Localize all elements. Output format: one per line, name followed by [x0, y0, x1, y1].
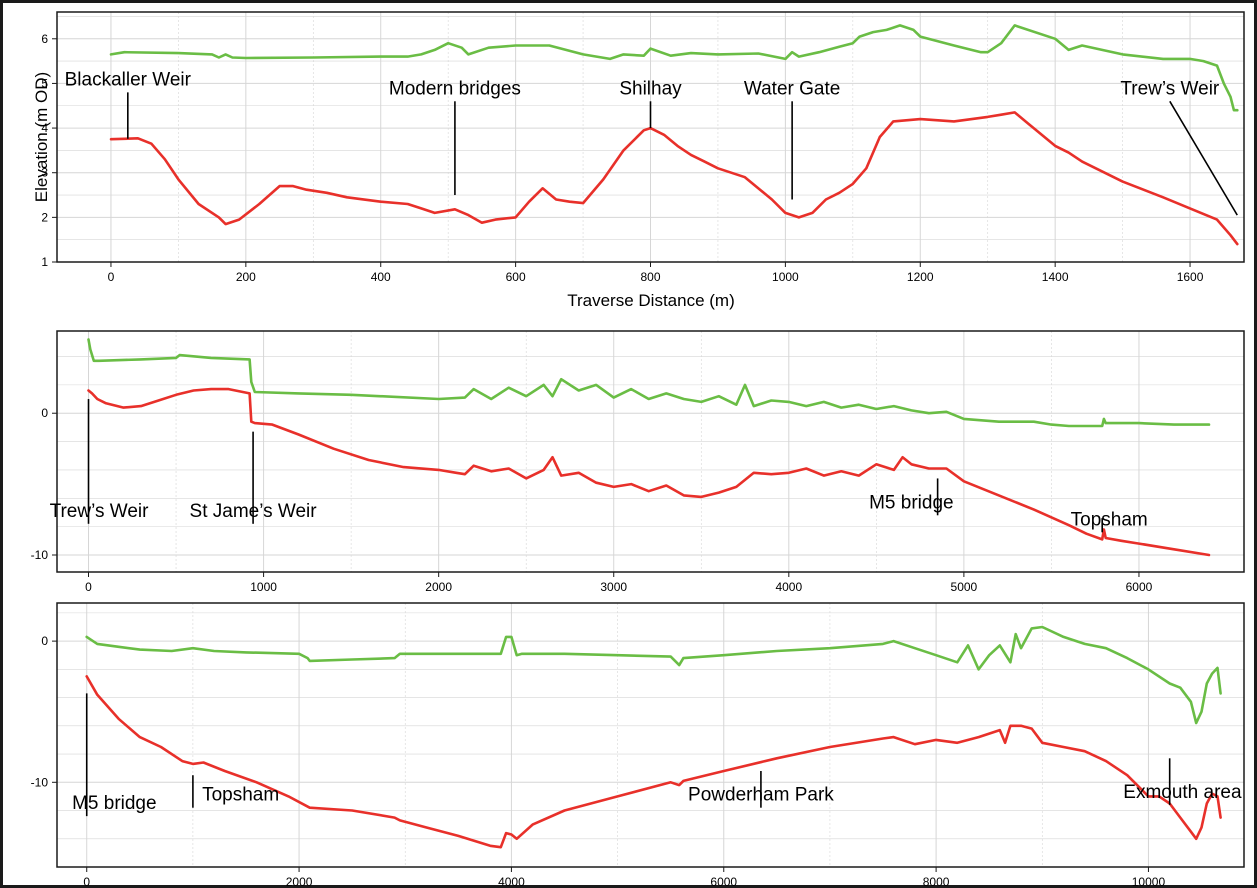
- x-tick-label-lower: 0: [83, 875, 90, 888]
- annotation-label-upper: Trew’s Weir: [1120, 78, 1220, 99]
- green-profile-line-middle: [87, 338, 1211, 428]
- y-tick-label-upper: 6: [41, 32, 48, 46]
- x-tick-label-middle: 6000: [1126, 580, 1153, 594]
- x-tick-label-upper: 1200: [907, 270, 934, 284]
- red-profile-line-lower: [85, 675, 1222, 849]
- panel-lower-traverse: 0 2000 4000 6000 8000 10000 -10 0 M5 bridge Tops…: [31, 602, 1245, 888]
- x-tick-label-middle: 2000: [425, 580, 452, 594]
- x-tick-label-middle: 1000: [250, 580, 277, 594]
- x-tick-label-upper: 200: [236, 270, 256, 284]
- x-tick-label-lower: 6000: [710, 875, 737, 888]
- x-axis-title: Traverse Distance (m): [567, 291, 735, 310]
- x-tick-label-upper: 0: [108, 270, 115, 284]
- x-tick-label-lower: 2000: [286, 875, 313, 888]
- annotation-leader-upper: [1169, 100, 1238, 216]
- x-tick-label-upper: 600: [506, 270, 526, 284]
- y-axis-title: Elevation (m OD): [32, 72, 51, 202]
- annotation-label-upper: Water Gate: [744, 78, 840, 99]
- x-tick-label-upper: 1400: [1042, 270, 1069, 284]
- y-tick-label-upper: 2: [41, 210, 48, 224]
- x-tick-label-lower: 4000: [498, 875, 525, 888]
- x-tick-label-lower: 10000: [1132, 875, 1166, 888]
- panel-middle-traverse: 0 1000 2000 3000 4000 5000 6000 -10 0 Trew’s Wei…: [31, 330, 1245, 594]
- annotation-label-lower: Exmouth area: [1123, 782, 1242, 803]
- annotation-label-upper: Modern bridges: [389, 78, 521, 99]
- annotation-label-middle: Trew’s Weir: [50, 501, 150, 522]
- y-tick-label-lower: 0: [41, 634, 48, 648]
- y-tick-label-middle: 0: [41, 406, 48, 420]
- red-profile-line-upper: [109, 111, 1239, 246]
- x-tick-label-upper: 400: [371, 270, 391, 284]
- x-tick-label-upper: 1600: [1177, 270, 1204, 284]
- y-tick-label-upper: 3: [41, 166, 48, 180]
- green-profile-line-lower: [85, 625, 1222, 725]
- annotation-label-upper: Shilhay: [619, 78, 682, 99]
- annotation-label-lower: M5 bridge: [72, 793, 157, 814]
- y-tick-label-middle: -10: [31, 548, 49, 562]
- annotation-label-middle: Topsham: [1071, 509, 1148, 530]
- x-tick-label-lower: 8000: [923, 875, 950, 888]
- plot-frame-lower: [56, 602, 1245, 868]
- annotation-label-lower: Powderham Park: [688, 785, 834, 806]
- x-tick-label-middle: 0: [85, 580, 92, 594]
- annotation-label-upper: Blackaller Weir: [65, 69, 192, 90]
- y-tick-label-upper: 1: [41, 255, 48, 269]
- annotation-label-lower: Topsham: [202, 785, 279, 806]
- x-tick-label-middle: 5000: [951, 580, 978, 594]
- red-profile-line-middle: [87, 387, 1211, 557]
- x-tick-label-middle: 4000: [775, 580, 802, 594]
- annotation-label-middle: M5 bridge: [869, 492, 954, 513]
- y-tick-label-lower: -10: [31, 775, 49, 789]
- x-tick-label-upper: 800: [640, 270, 660, 284]
- x-tick-label-middle: 3000: [600, 580, 627, 594]
- plot-frame-middle: [56, 330, 1245, 573]
- green-profile-line-upper: [109, 24, 1239, 112]
- panel-upper-traverse: 0 200 400 600 800 1000 1200 1400 1600 1 2 3 4 5 6 Blac…: [32, 11, 1245, 310]
- y-tick-label-upper: 4: [41, 121, 48, 135]
- y-tick-label-upper: 5: [41, 76, 48, 90]
- annotation-label-middle: St Jame’s Weir: [190, 501, 318, 522]
- x-tick-label-upper: 1000: [772, 270, 799, 284]
